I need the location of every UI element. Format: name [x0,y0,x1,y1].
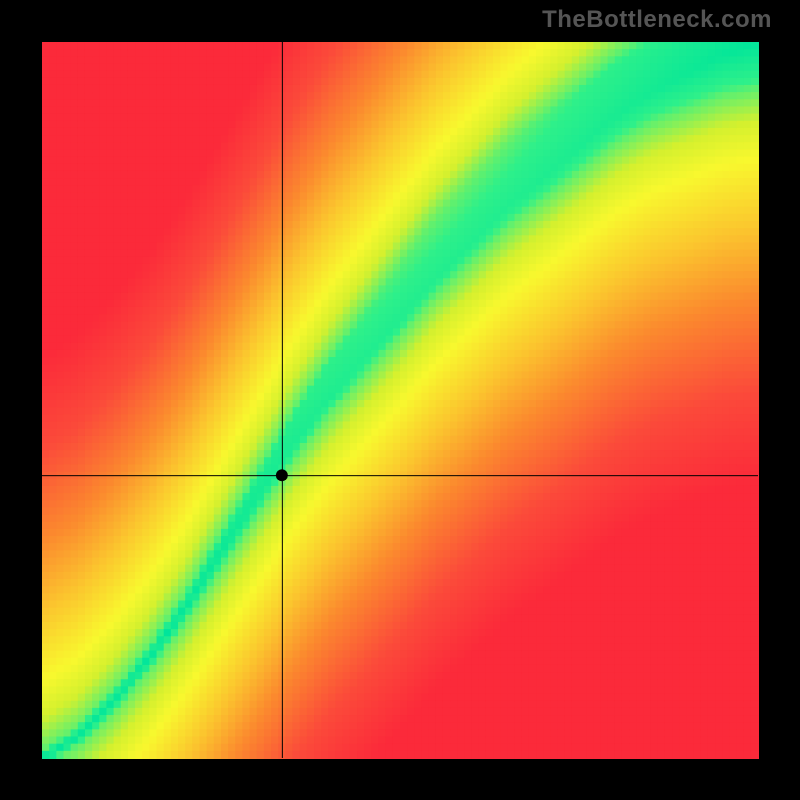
chart-container: TheBottleneck.com [0,0,800,800]
watermark-label: TheBottleneck.com [542,6,772,34]
heatmap-canvas [0,0,800,800]
